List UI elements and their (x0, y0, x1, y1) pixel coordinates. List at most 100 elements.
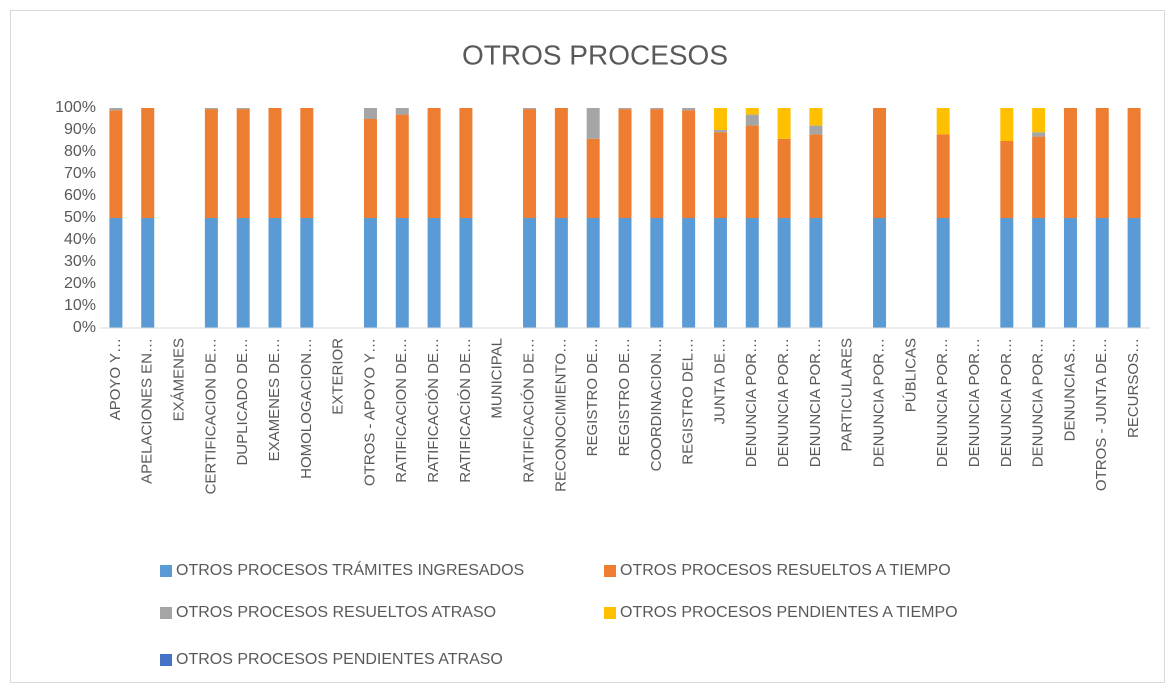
bar-segment (1032, 132, 1046, 137)
chart-title: OTROS PROCESOS (462, 39, 728, 70)
x-tick-label: APELACIONES EN… (139, 338, 156, 484)
legend-label: OTROS PROCESOS RESUELTOS ATRASO (176, 604, 496, 621)
bar-segment (363, 119, 377, 218)
bar-segment (395, 108, 409, 115)
bar-segment (713, 130, 727, 133)
bar-segment (682, 110, 696, 218)
bar-segment (809, 218, 823, 328)
bar-segment (713, 132, 727, 218)
bar-segment (650, 218, 664, 328)
bar-segment (1000, 141, 1014, 218)
bar-segment (236, 109, 250, 218)
x-tick-label: PÚBLICAS (902, 338, 919, 412)
bar-segment (268, 218, 282, 328)
y-tick-label: 40% (64, 231, 96, 248)
x-tick-label: CERTIFICACION DE… (202, 338, 219, 494)
x-tick-label: COORDINACION… (648, 338, 665, 471)
bar-segment (777, 218, 791, 328)
bar-segment (936, 108, 950, 135)
bar-segment (395, 218, 409, 328)
bar-segment (1000, 218, 1014, 328)
bar-segment (523, 109, 537, 218)
x-tick-label: DENUNCIA POR… (998, 338, 1015, 467)
y-tick-label: 70% (64, 165, 96, 182)
x-tick-label: HOMOLOGACION… (298, 338, 315, 479)
bar-segment (936, 218, 950, 328)
bar-segment (459, 108, 473, 218)
bar-segment (777, 108, 791, 139)
bar-segment (745, 114, 759, 126)
legend-label: OTROS PROCESOS PENDIENTES A TIEMPO (620, 604, 958, 621)
legend-swatch (604, 607, 616, 619)
x-tick-label: DENUNCIA POR… (775, 338, 792, 467)
bar-segment (777, 138, 791, 218)
bar-segment (109, 218, 123, 328)
bar-segment (873, 218, 887, 328)
bar-segment (363, 108, 377, 119)
x-tick-label: DENUNCIAS… (1061, 338, 1078, 441)
bar-segment (109, 108, 123, 111)
bar-segment (618, 109, 632, 218)
bar-segment (1032, 218, 1046, 328)
x-tick-label: DENUNCIA POR… (743, 338, 760, 467)
bar-segment (427, 108, 441, 218)
bar-segment (650, 108, 664, 110)
y-tick-label: 80% (64, 143, 96, 160)
y-tick-label: 0% (73, 319, 96, 336)
bar-segment (1095, 218, 1109, 328)
x-tick-label: DENUNCIA POR… (1030, 338, 1047, 467)
bar-segment (363, 218, 377, 328)
legend-label: OTROS PROCESOS PENDIENTES ATRASO (176, 651, 503, 668)
bar-segment (586, 138, 600, 218)
y-tick-label: 100% (55, 99, 96, 116)
bar-segment (1127, 108, 1141, 218)
y-tick-label: 20% (64, 275, 96, 292)
bar-segment (809, 134, 823, 218)
x-tick-label: REGISTRO DEL… (680, 338, 697, 465)
bar-segment (1063, 108, 1077, 218)
x-tick-label: DENUNCIA POR… (871, 338, 888, 467)
x-tick-label: DENUNCIA POR… (934, 338, 951, 467)
bar-segment (268, 108, 282, 218)
bar-segment (427, 218, 441, 328)
x-tick-label: OTROS - JUNTA DE… (1093, 338, 1110, 491)
y-tick-label: 10% (64, 297, 96, 314)
bar-segment (873, 108, 887, 218)
bar-segment (554, 218, 568, 328)
x-tick-label: DENUNCIA POR… (807, 338, 824, 467)
x-tick-label: MUNICIPAL (489, 338, 506, 419)
bar-segment (1032, 108, 1046, 133)
x-tick-label: DENUNCIA POR… (966, 338, 983, 467)
legend-swatch (160, 607, 172, 619)
x-tick-label: REGISTRO DE… (616, 338, 633, 456)
bar-segment (936, 134, 950, 218)
y-tick-label: 60% (64, 187, 96, 204)
bar-segment (713, 108, 727, 130)
bar-segment (682, 108, 696, 111)
x-tick-label: JUNTA DE… (711, 338, 728, 424)
bar-segment (1095, 108, 1109, 218)
x-tick-label: RATIFICACIÓN DE… (425, 338, 442, 483)
x-tick-label: PARTICULARES (839, 338, 856, 452)
bar-segment (395, 114, 409, 218)
x-tick-label: RECONOCIMIENTO… (552, 338, 569, 492)
bar-segment (1032, 136, 1046, 218)
bar-segment (109, 110, 123, 218)
bar-segment (141, 218, 155, 328)
bar-segment (618, 108, 632, 110)
x-tick-label: DUPLICADO DE… (234, 338, 251, 466)
bar-segment (300, 108, 314, 218)
legend-swatch (604, 565, 616, 577)
bar-segment (682, 218, 696, 328)
bar-segment (745, 125, 759, 218)
bar-segment (141, 108, 155, 218)
x-tick-label: REGISTRO DE… (584, 338, 601, 456)
bar-segment (586, 108, 600, 139)
x-tick-label: RATIFICACIÓN DE… (457, 338, 474, 483)
bar-segment (523, 108, 537, 110)
legend-swatch (160, 565, 172, 577)
bar-segment (745, 108, 759, 115)
bar-segment (236, 218, 250, 328)
y-tick-label: 90% (64, 121, 96, 138)
